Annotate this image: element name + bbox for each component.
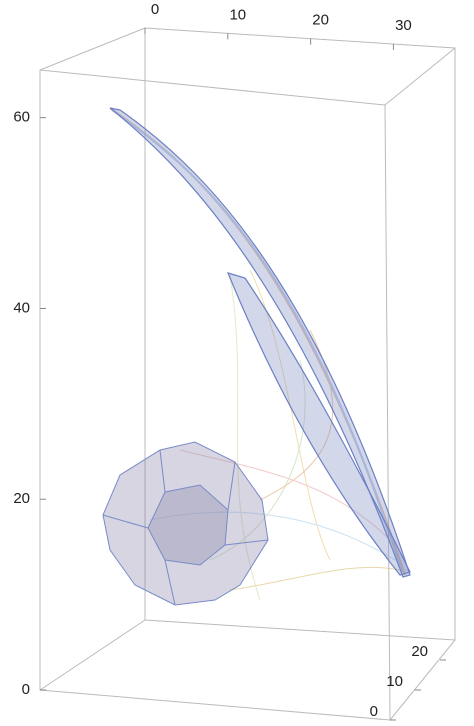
z-tick-label: 20 [13, 490, 30, 507]
z-tick-label: 40 [13, 299, 30, 316]
z-tick-label: 60 [13, 109, 30, 126]
curves [109, 107, 406, 601]
y-tick-label: 20 [411, 643, 428, 660]
z-tick-label: 0 [22, 681, 30, 698]
polyhedra [102, 441, 269, 606]
bounding-box [39, 27, 456, 721]
y-tick-label: 0 [370, 703, 378, 720]
x-tick-label: 0 [151, 1, 159, 18]
y-tick-label: 10 [386, 673, 403, 690]
x-tick-label: 20 [312, 12, 329, 29]
surfaces [109, 107, 411, 578]
x-tick-label: 30 [395, 17, 412, 34]
axes: 0 10 20 30 0 10 20 0 20 40 60 [13, 1, 446, 721]
x-tick-label: 10 [229, 6, 246, 23]
